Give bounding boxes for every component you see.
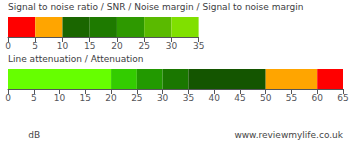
- svg-text:45: 45: [234, 93, 245, 103]
- svg-text:55: 55: [286, 93, 297, 103]
- svg-text:Line attenuation / Attenuation: Line attenuation / Attenuation: [8, 54, 143, 64]
- svg-text:65: 65: [337, 93, 348, 103]
- svg-text:15: 15: [84, 41, 95, 51]
- svg-text:30: 30: [166, 41, 178, 51]
- svg-text:dB: dB: [28, 130, 40, 140]
- svg-text:15: 15: [80, 93, 91, 103]
- svg-text:Signal to noise ratio / SNR /: Signal to noise ratio / SNR / Noise marg…: [8, 2, 303, 12]
- svg-text:40: 40: [208, 93, 220, 103]
- svg-text:25: 25: [138, 41, 149, 51]
- svg-text:25: 25: [131, 93, 142, 103]
- svg-text:35: 35: [183, 93, 194, 103]
- svg-text:60: 60: [312, 93, 324, 103]
- svg-text:0: 0: [5, 41, 11, 51]
- svg-text:35: 35: [193, 41, 204, 51]
- svg-text:10: 10: [54, 93, 66, 103]
- svg-text:20: 20: [105, 93, 117, 103]
- svg-text:30: 30: [157, 93, 169, 103]
- svg-text:10: 10: [57, 41, 69, 51]
- svg-text:20: 20: [111, 41, 123, 51]
- svg-text:50: 50: [260, 93, 272, 103]
- svg-text:www.reviewmylife.co.uk: www.reviewmylife.co.uk: [234, 130, 343, 140]
- svg-text:0: 0: [5, 93, 11, 103]
- svg-text:5: 5: [32, 41, 38, 51]
- svg-text:5: 5: [31, 93, 37, 103]
